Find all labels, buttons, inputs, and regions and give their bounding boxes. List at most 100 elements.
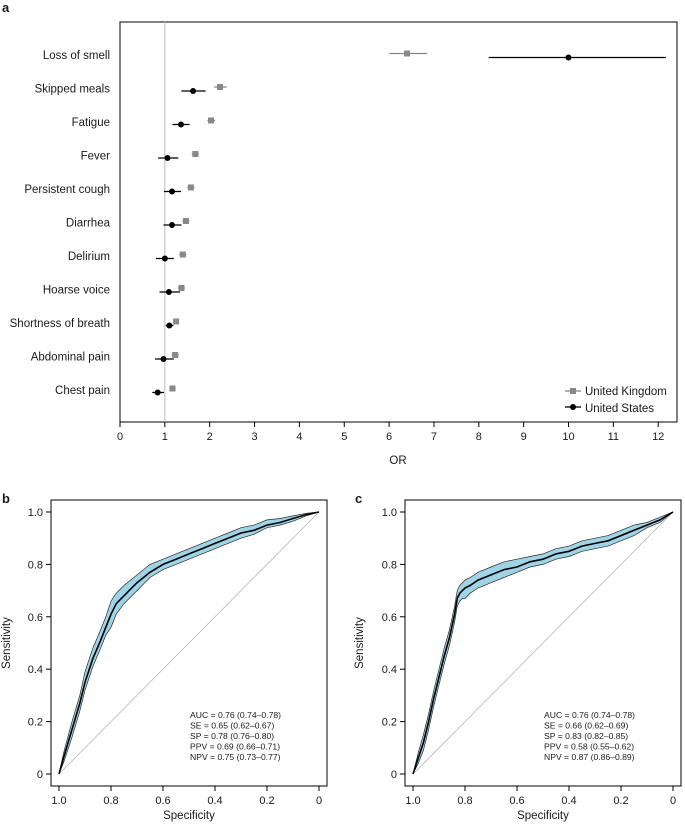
us-point-loss-of-smell (565, 54, 572, 61)
uk-point-fever (192, 151, 199, 157)
y-axis-title: Sensitivity (354, 617, 366, 669)
stat-line-5: NPV = 0.75 (0.73–0.77) (190, 752, 281, 762)
x-tick-label-0: 0 (316, 795, 322, 807)
panel-c-roc: c 1.0 0.8 0.6 0.4 0.2 0 0 0.2 0.4 0.6 0.8 1.0 Specif… (354, 491, 682, 822)
x-tick-label-8: 8 (476, 431, 482, 443)
category-label-persistent-cough: Persistent cough (24, 184, 110, 196)
us-point-skipped-meals (190, 88, 197, 94)
panel-letter-c: c (355, 491, 362, 506)
y-tick-label-0-2: 0.2 (28, 717, 43, 729)
legend-label-us: United States (585, 403, 654, 415)
category-label-hoarse-voice: Hoarse voice (43, 285, 110, 297)
x-tick-label-1-0: 1.0 (51, 795, 66, 807)
uk-point-persistent-cough (187, 184, 194, 191)
uk-point-abdominal-pain (172, 352, 179, 358)
x-tick-label-7: 7 (431, 431, 437, 443)
x-axis-title: OR (389, 455, 406, 467)
stat-line-5: NPV = 0.87 (0.86–0.89) (544, 752, 635, 762)
x-tick-label-0-4: 0.4 (207, 795, 222, 807)
y-tick-label-0: 0 (391, 769, 397, 781)
uk-point-fatigue (208, 117, 215, 124)
y-tick-label-1-0: 1.0 (28, 507, 43, 519)
y-tick-label-0-8: 0.8 (382, 559, 397, 571)
us-point-chest-pain (154, 389, 161, 396)
x-tick-label-1: 1 (162, 431, 168, 443)
stat-line-2: SE = 0.66 (0.62–0.69) (544, 721, 628, 731)
x-tick-label-0-8: 0.8 (103, 795, 118, 807)
y-axis-title: Sensitivity (1, 617, 13, 669)
stat-line-1: AUC = 0.76 (0.74–0.78) (544, 710, 635, 720)
legend-uk-marker (570, 388, 576, 394)
uk-point-skipped-meals (217, 84, 224, 90)
category-label-fever: Fever (81, 151, 111, 163)
y-tick-label-0-6: 0.6 (28, 612, 43, 624)
chance-diagonal (58, 511, 320, 775)
stat-line-4: PPV = 0.58 (0.55–0.62) (544, 742, 634, 752)
uk-point-chest-pain (169, 385, 176, 392)
y-tick-label-0-6: 0.6 (382, 612, 397, 624)
stat-line-1: AUC = 0.76 (0.74–0.78) (190, 710, 281, 720)
x-tick-label-9: 9 (521, 431, 527, 443)
category-label-skipped-meals: Skipped meals (35, 84, 111, 96)
panel-a-forest-plot: a Loss of smell Skipped meals Fatigue Fever… (2, 0, 678, 467)
plot-frame-a (119, 21, 678, 423)
x-tick-label-12: 12 (652, 431, 664, 443)
category-label-abdominal-pain: Abdominal pain (31, 352, 110, 364)
legend: United Kingdom United States (565, 386, 667, 415)
x-tick-label-0-6: 0.6 (155, 795, 170, 807)
x-tick-label-0-6: 0.6 (509, 795, 524, 807)
us-point-fatigue (177, 121, 184, 128)
x-tick-label-11: 11 (608, 431, 619, 443)
uk-point-shortness-of-breath (173, 318, 180, 325)
panel-b-roc: b 1.0 0.8 0.6 0.4 0.2 0 0 0.2 0.4 0.6 0.8 1.0 Specif… (1, 491, 328, 822)
legend-label-uk: United Kingdom (585, 386, 667, 398)
x-tick-label-0: 0 (670, 795, 676, 807)
confidence-band (58, 511, 320, 775)
category-label-chest-pain: Chest pain (55, 385, 110, 397)
roc-curve (58, 511, 320, 775)
x-axis-ticks: 0 1 2 3 4 5 6 7 8 9 10 11 12 (117, 422, 664, 443)
stat-line-4: PPV = 0.69 (0.66–0.71) (190, 742, 280, 752)
roc-curve (412, 511, 674, 775)
category-label-loss-of-smell: Loss of smell (43, 50, 110, 62)
stat-line-3: SP = 0.83 (0.82–0.85) (544, 731, 628, 741)
stat-line-2: SE = 0.65 (0.62–0.67) (190, 721, 274, 731)
us-point-shortness-of-breath (166, 322, 173, 329)
x-tick-label-5: 5 (341, 431, 347, 443)
x-axis-title: Specificity (163, 810, 215, 822)
panel-letter-b: b (2, 491, 10, 506)
x-tick-label-0-2: 0.2 (259, 795, 274, 807)
x-tick-label-0-2: 0.2 (613, 795, 628, 807)
uk-point-delirium (179, 251, 186, 258)
y-tick-label-0: 0 (37, 769, 43, 781)
us-point-delirium (161, 255, 168, 262)
uk-point-hoarse-voice (178, 285, 185, 291)
y-tick-label-1-0: 1.0 (382, 507, 397, 519)
us-point-hoarse-voice (165, 289, 172, 295)
stat-line-3: SP = 0.78 (0.76–0.80) (190, 731, 274, 741)
x-tick-label-6: 6 (386, 431, 392, 443)
us-point-persistent-cough (169, 188, 176, 195)
x-tick-label-0-4: 0.4 (561, 795, 576, 807)
x-tick-label-10: 10 (562, 431, 574, 443)
category-labels: Loss of smell Skipped meals Fatigue Fever Pe… (10, 50, 111, 397)
us-point-fever (164, 155, 171, 161)
chance-diagonal (412, 511, 674, 775)
data-marks (152, 50, 666, 396)
plot-frame (404, 499, 682, 787)
category-label-shortness-of-breath: Shortness of breath (10, 318, 110, 330)
y-tick-label-0-2: 0.2 (382, 717, 397, 729)
y-tick-label-0-4: 0.4 (28, 664, 43, 676)
y-tick-label-0-8: 0.8 (28, 559, 43, 571)
us-point-abdominal-pain (160, 356, 167, 362)
x-tick-label-0: 0 (117, 431, 123, 443)
x-tick-label-4: 4 (296, 431, 302, 443)
x-axis-title: Specificity (517, 810, 569, 822)
uk-point-loss-of-smell (404, 50, 411, 57)
x-tick-label-2: 2 (207, 431, 213, 443)
x-tick-label-0-8: 0.8 (457, 795, 472, 807)
legend-us-marker (570, 404, 576, 410)
panel-letter-a: a (2, 0, 10, 15)
x-tick-label-3: 3 (251, 431, 257, 443)
